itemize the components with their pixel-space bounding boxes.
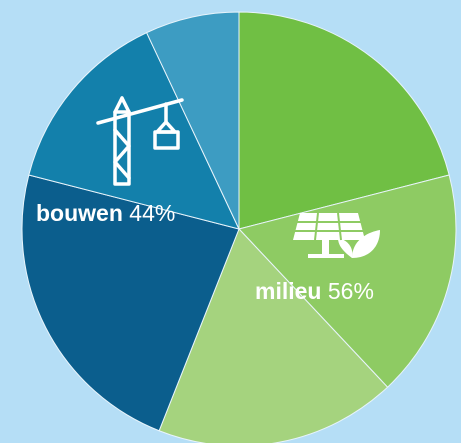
- label: milieu 56%: [255, 278, 374, 304]
- solar-icon: [293, 213, 380, 258]
- value-label: 44%: [129, 200, 175, 226]
- label: bouwen 44%: [36, 200, 175, 226]
- crane-icon: [96, 96, 184, 186]
- pie-slice: [145, 11, 240, 230]
- value-label: 56%: [328, 278, 374, 304]
- pie: [21, 11, 457, 443]
- pie-slice: [238, 174, 457, 388]
- pie-slice: [21, 174, 240, 432]
- pie-slice: [28, 31, 240, 230]
- solar-grid: [295, 212, 364, 241]
- pie-slice: [158, 228, 389, 443]
- pie-slice: [238, 11, 450, 230]
- category-label: milieu: [255, 278, 321, 304]
- category-label: bouwen: [36, 200, 123, 226]
